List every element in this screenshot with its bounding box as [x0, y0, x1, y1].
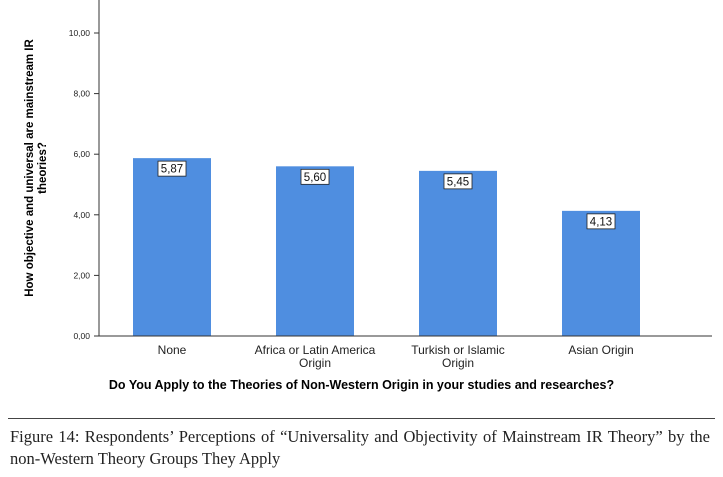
data-label: 5,45 — [447, 176, 469, 188]
x-axis-title: Do You Apply to the Theories of Non-West… — [108, 378, 615, 392]
data-label: 4,13 — [590, 216, 612, 228]
y-axis: 0,00 2,00 4,00 6,00 8,00 10,00 — [69, 0, 100, 341]
x-axis: None Africa or Latin AmericaOriginTurkish… — [99, 335, 712, 370]
bar — [133, 158, 211, 336]
y-axis-title-line: theories? — [37, 142, 49, 194]
x-tick-label: Asian Origin — [568, 343, 633, 357]
data-label: 5,60 — [304, 172, 326, 184]
data-label-box — [586, 213, 616, 230]
x-tick-label: Origin — [442, 356, 474, 370]
bar — [276, 166, 354, 336]
y-axis-title: How objective and universal are mainstre… — [24, 39, 49, 297]
x-tick-label: Africa or Latin America — [255, 343, 376, 357]
bar — [562, 210, 640, 336]
y-tick-label: 10,00 — [69, 28, 91, 38]
y-tick-label: 2,00 — [73, 270, 90, 280]
y-axis-title-line: How objective and universal are mainstre… — [24, 39, 36, 297]
bar-chart: How objective and universal are mainstre… — [24, 0, 712, 370]
y-tick-label: 4,00 — [73, 210, 90, 220]
data-label-box — [443, 173, 473, 190]
figure-caption: Figure 14: Respondents’ Perceptions of “… — [10, 427, 710, 468]
x-tick-label: None — [158, 343, 187, 357]
x-tick-label: Origin — [299, 356, 331, 370]
bar — [419, 170, 497, 336]
y-tick-label: 0,00 — [73, 331, 90, 341]
x-tick-label: Turkish or Islamic — [411, 343, 505, 357]
caption-divider — [8, 418, 715, 419]
y-tick-label: 8,00 — [73, 89, 90, 99]
y-tick-label: 6,00 — [73, 149, 90, 159]
data-label: 5,87 — [161, 164, 183, 176]
bars: 5,87 5,60 5,45 4,13 — [133, 158, 640, 336]
data-label-box — [157, 160, 187, 177]
data-label-box — [300, 168, 330, 185]
